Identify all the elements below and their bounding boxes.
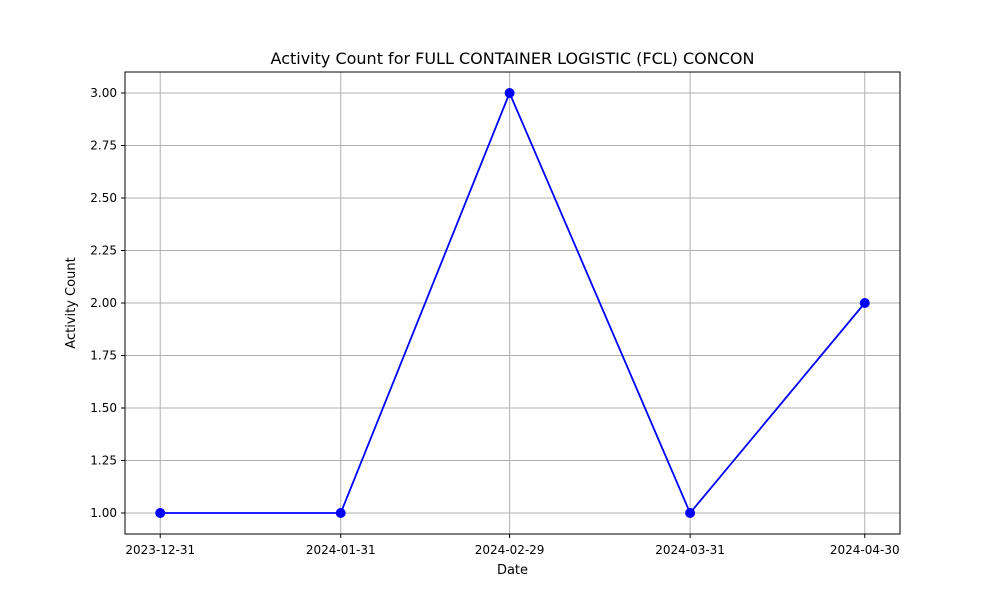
y-tick-label: 2.50 bbox=[90, 191, 117, 205]
data-point-2024-02-29 bbox=[504, 88, 515, 98]
y-tick-label: 2.75 bbox=[90, 139, 117, 153]
y-tick-label: 1.25 bbox=[90, 454, 117, 468]
data-point-2024-04-30 bbox=[859, 298, 870, 308]
chart-title: Activity Count for FULL CONTAINER LOGIST… bbox=[271, 49, 755, 68]
axis-ticks: 2023-12-31 2024-01-31 2024-02-29 2024-03-31… bbox=[90, 86, 899, 557]
data-point-2024-01-31 bbox=[335, 508, 346, 518]
grid-lines bbox=[125, 72, 900, 534]
data-point-2023-12-31 bbox=[155, 508, 166, 518]
series-layer bbox=[155, 88, 870, 518]
x-tick-label: 2024-01-31 bbox=[306, 543, 376, 557]
y-tick-label: 2.00 bbox=[90, 296, 117, 310]
x-tick-label: 2024-03-31 bbox=[655, 543, 725, 557]
y-tick-label: 1.00 bbox=[90, 506, 117, 520]
y-tick-label: 3.00 bbox=[90, 86, 117, 100]
x-tick-label: 2023-12-31 bbox=[125, 543, 195, 557]
x-axis-label: Date bbox=[497, 563, 528, 578]
x-tick-label: 2024-02-29 bbox=[475, 543, 545, 557]
y-tick-label: 1.50 bbox=[90, 401, 117, 415]
x-tick-label: 2024-04-30 bbox=[830, 543, 900, 557]
y-tick-label: 1.75 bbox=[90, 349, 117, 363]
data-point-2024-03-31 bbox=[685, 508, 696, 518]
y-tick-label: 2.25 bbox=[90, 244, 117, 258]
y-axis-label: Activity Count bbox=[64, 257, 79, 348]
